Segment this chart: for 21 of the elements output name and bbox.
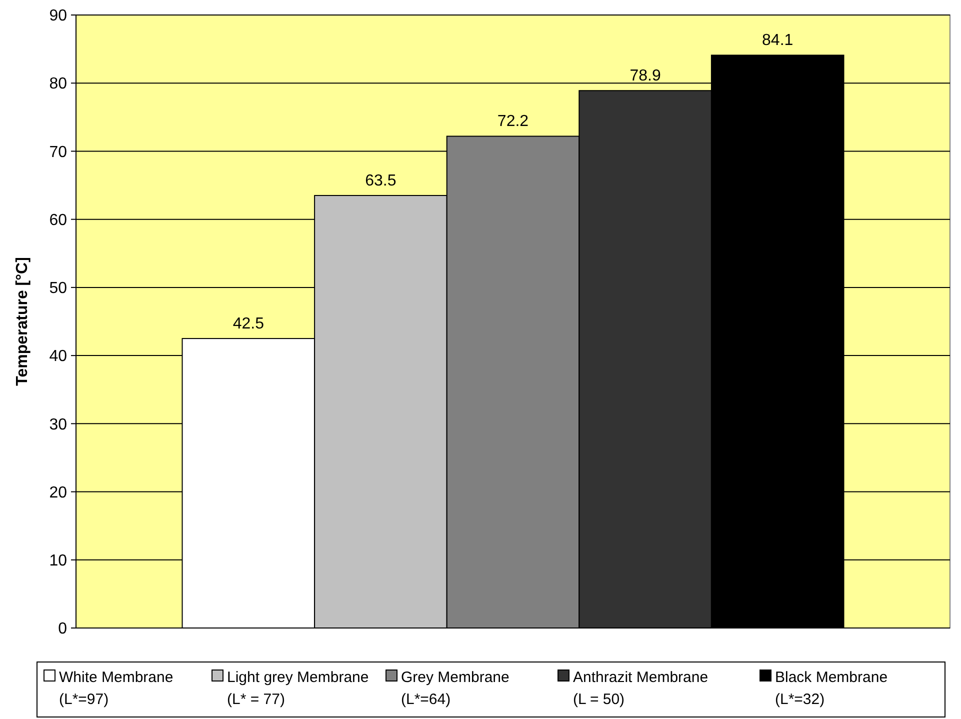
data-label: 84.1 <box>762 32 794 50</box>
legend-label: Anthrazit Membrane (L = 50) <box>573 669 708 708</box>
legend-label: Light grey Membrane (L* = 77) <box>227 669 369 708</box>
legend-label: Black Membrane (L*=32) <box>775 669 888 708</box>
y-tick-label: 50 <box>49 280 68 298</box>
y-tick-label: 30 <box>49 416 68 434</box>
data-label: 63.5 <box>365 172 396 190</box>
y-tick-label: 90 <box>49 8 68 25</box>
y-tick-label: 10 <box>49 552 68 570</box>
data-label: 72.2 <box>497 113 529 130</box>
y-tick-label: 60 <box>49 212 68 229</box>
data-label: 78.9 <box>630 68 661 85</box>
legend-label: Grey Membrane (L*=64) <box>401 669 510 708</box>
y-tick-label: 40 <box>49 348 68 366</box>
legend-label: White Membrane (L*=97) <box>59 669 174 708</box>
y-tick-label: 0 <box>58 620 68 638</box>
y-tick-label: 20 <box>49 484 68 502</box>
data-label: 42.5 <box>232 316 264 333</box>
y-tick-label: 80 <box>49 76 68 93</box>
y-axis-title: Temperature [°C] <box>14 257 31 386</box>
y-tick-label: 70 <box>49 144 68 161</box>
